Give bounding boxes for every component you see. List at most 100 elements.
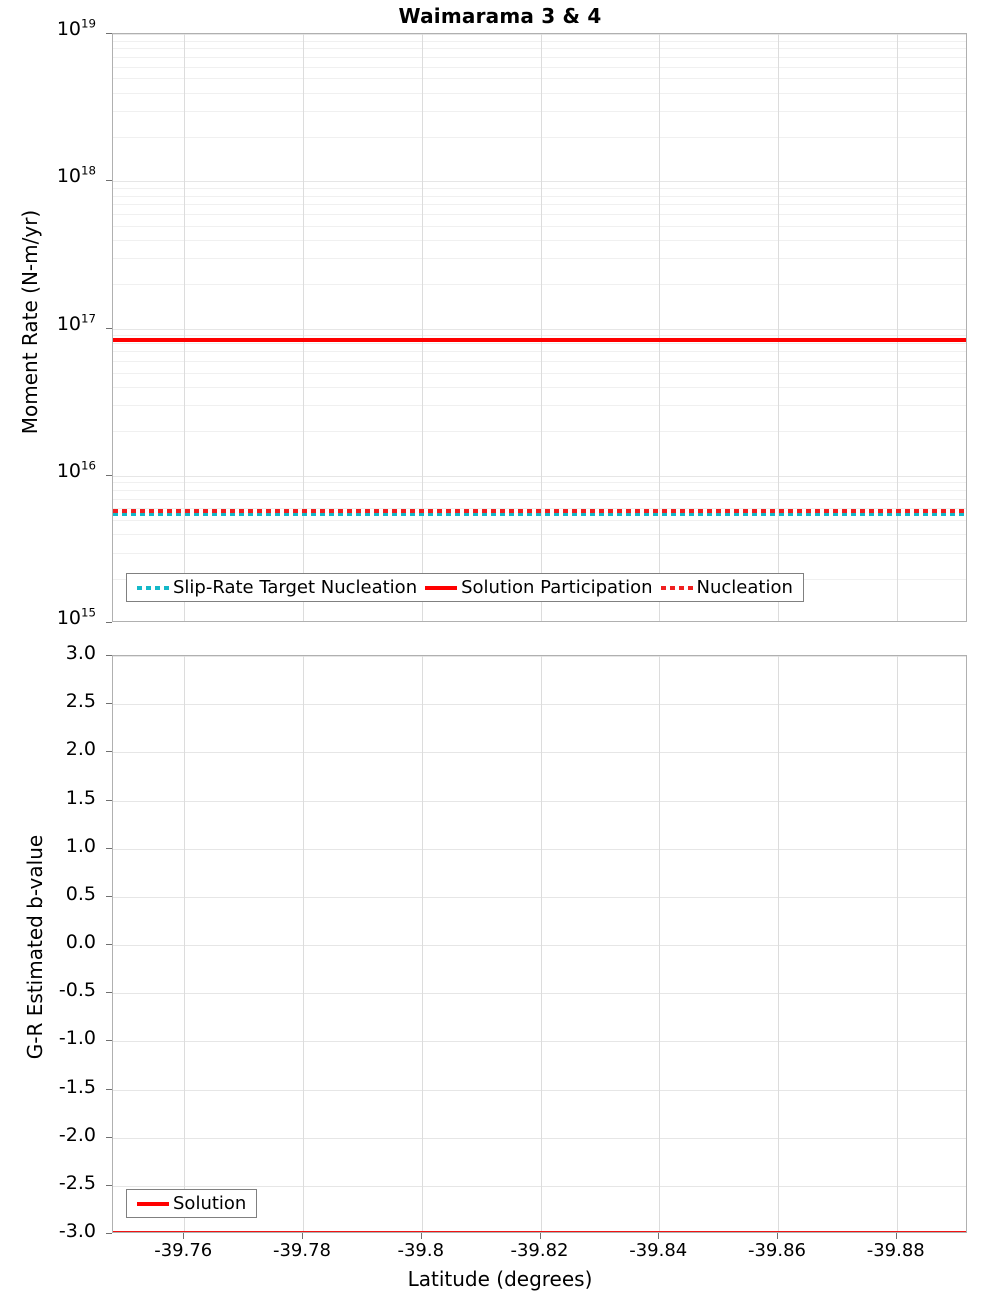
- gridline-horizontal: [113, 704, 966, 705]
- gridline-horizontal: [113, 335, 966, 336]
- gridline-horizontal: [113, 240, 966, 241]
- x-tick-mark: [183, 1233, 184, 1239]
- gridline-horizontal: [113, 41, 966, 42]
- gridline-horizontal: [113, 849, 966, 850]
- gridline-horizontal: [113, 945, 966, 946]
- gridline-horizontal: [113, 373, 966, 374]
- y-tick-mark: [106, 751, 112, 752]
- y-tick-mark: [106, 1040, 112, 1041]
- gridline-horizontal: [113, 431, 966, 432]
- y-tick-label: -2.5: [59, 1174, 106, 1193]
- y-tick-label: 1019: [57, 20, 106, 39]
- gridline-horizontal: [113, 111, 966, 112]
- y-tick-label: 1015: [57, 609, 106, 628]
- legend-top[interactable]: Slip-Rate Target Nucleation Solution Part…: [126, 573, 804, 602]
- y-tick-label: 1018: [57, 167, 106, 186]
- gridline-vertical: [422, 656, 423, 1232]
- gridline-horizontal: [113, 78, 966, 79]
- gridline-horizontal: [113, 214, 966, 215]
- gridline-horizontal: [113, 48, 966, 49]
- gridline-vertical: [778, 34, 779, 621]
- gridline-horizontal: [113, 204, 966, 205]
- x-tick-label: -39.8: [397, 1240, 444, 1261]
- gridline-vertical: [422, 34, 423, 621]
- y-axis-label-bottom: G-R Estimated b-value: [23, 777, 47, 1117]
- y-tick-label: 1017: [57, 315, 106, 334]
- y-tick-label: 1016: [57, 462, 106, 481]
- legend-entry[interactable]: Solution: [133, 1193, 250, 1214]
- y-tick-label: 0.5: [66, 885, 106, 904]
- legend-label: Nucleation: [697, 577, 793, 598]
- y-tick-mark: [106, 655, 112, 656]
- y-tick-label: 2.5: [66, 692, 106, 711]
- gridline-vertical: [659, 656, 660, 1232]
- gridline-horizontal: [113, 351, 966, 352]
- gridline-horizontal: [113, 226, 966, 227]
- gridline-vertical: [303, 656, 304, 1232]
- y-tick-mark: [106, 848, 112, 849]
- y-tick-label: 1.5: [66, 789, 106, 808]
- y-tick-mark: [106, 896, 112, 897]
- x-tick-label: -39.78: [273, 1240, 331, 1261]
- gridline-vertical: [659, 34, 660, 621]
- data-line-solution-participation: [113, 338, 966, 342]
- figure-canvas: Waimarama 3 & 4 10191018101710161015 Mom…: [0, 0, 1000, 1300]
- y-tick-label: -2.0: [59, 1126, 106, 1145]
- gridline-vertical: [184, 656, 185, 1232]
- gridline-horizontal: [113, 1041, 966, 1042]
- y-tick-mark: [106, 475, 112, 476]
- x-tick-label: -39.88: [867, 1240, 925, 1261]
- x-tick-mark: [540, 1233, 541, 1239]
- gridline-horizontal: [113, 196, 966, 197]
- legend-entry[interactable]: Slip-Rate Target Nucleation: [133, 577, 421, 598]
- gridline-horizontal: [113, 343, 966, 344]
- legend-label: Solution Participation: [461, 577, 652, 598]
- gridline-horizontal: [113, 387, 966, 388]
- legend-label: Slip-Rate Target Nucleation: [173, 577, 417, 598]
- gridline-horizontal: [113, 329, 966, 330]
- y-tick-mark: [106, 703, 112, 704]
- legend-swatch-icon: [137, 1202, 169, 1206]
- y-tick-label: 3.0: [66, 644, 106, 663]
- gridline-horizontal: [113, 520, 966, 521]
- y-tick-mark: [106, 1089, 112, 1090]
- y-tick-label: 0.0: [66, 933, 106, 952]
- x-tick-label: -39.82: [510, 1240, 568, 1261]
- gridline-horizontal: [113, 1090, 966, 1091]
- gridline-horizontal: [113, 181, 966, 182]
- gridline-vertical: [303, 34, 304, 621]
- y-tick-mark: [106, 33, 112, 34]
- gridline-horizontal: [113, 752, 966, 753]
- gridline-horizontal: [113, 897, 966, 898]
- y-tick-mark: [106, 1233, 112, 1234]
- y-tick-mark: [106, 800, 112, 801]
- y-tick-label: -1.0: [59, 1029, 106, 1048]
- gridline-horizontal: [113, 476, 966, 477]
- gridline-vertical: [541, 34, 542, 621]
- y-tick-mark: [106, 1185, 112, 1186]
- y-axis-ticks-top: 10191018101710161015: [0, 33, 106, 622]
- x-tick-mark: [896, 1233, 897, 1239]
- legend-entry[interactable]: Nucleation: [657, 577, 797, 598]
- legend-entry[interactable]: Solution Participation: [421, 577, 656, 598]
- gridline-horizontal: [113, 405, 966, 406]
- gridline-horizontal: [113, 361, 966, 362]
- y-tick-label: 2.0: [66, 740, 106, 759]
- gridline-horizontal: [113, 656, 966, 657]
- y-tick-mark: [106, 1137, 112, 1138]
- y-axis-ticks-bottom: 3.02.52.01.51.00.50.0-0.5-1.0-1.5-2.0-2.…: [0, 655, 106, 1233]
- y-axis-label-top: Moment Rate (N-m/yr): [18, 162, 42, 482]
- gridline-horizontal: [113, 93, 966, 94]
- x-tick-mark: [658, 1233, 659, 1239]
- x-axis-label: Latitude (degrees): [0, 1267, 1000, 1291]
- y-tick-mark: [106, 328, 112, 329]
- gridline-vertical: [897, 34, 898, 621]
- legend-bottom[interactable]: Solution: [126, 1189, 257, 1218]
- gridline-horizontal: [113, 1186, 966, 1187]
- gridline-vertical: [897, 656, 898, 1232]
- x-tick-label: -39.84: [629, 1240, 687, 1261]
- x-tick-label: -39.86: [748, 1240, 806, 1261]
- y-tick-label: -1.5: [59, 1078, 106, 1097]
- gridline-horizontal: [113, 188, 966, 189]
- b-value-plot-area: [112, 655, 967, 1233]
